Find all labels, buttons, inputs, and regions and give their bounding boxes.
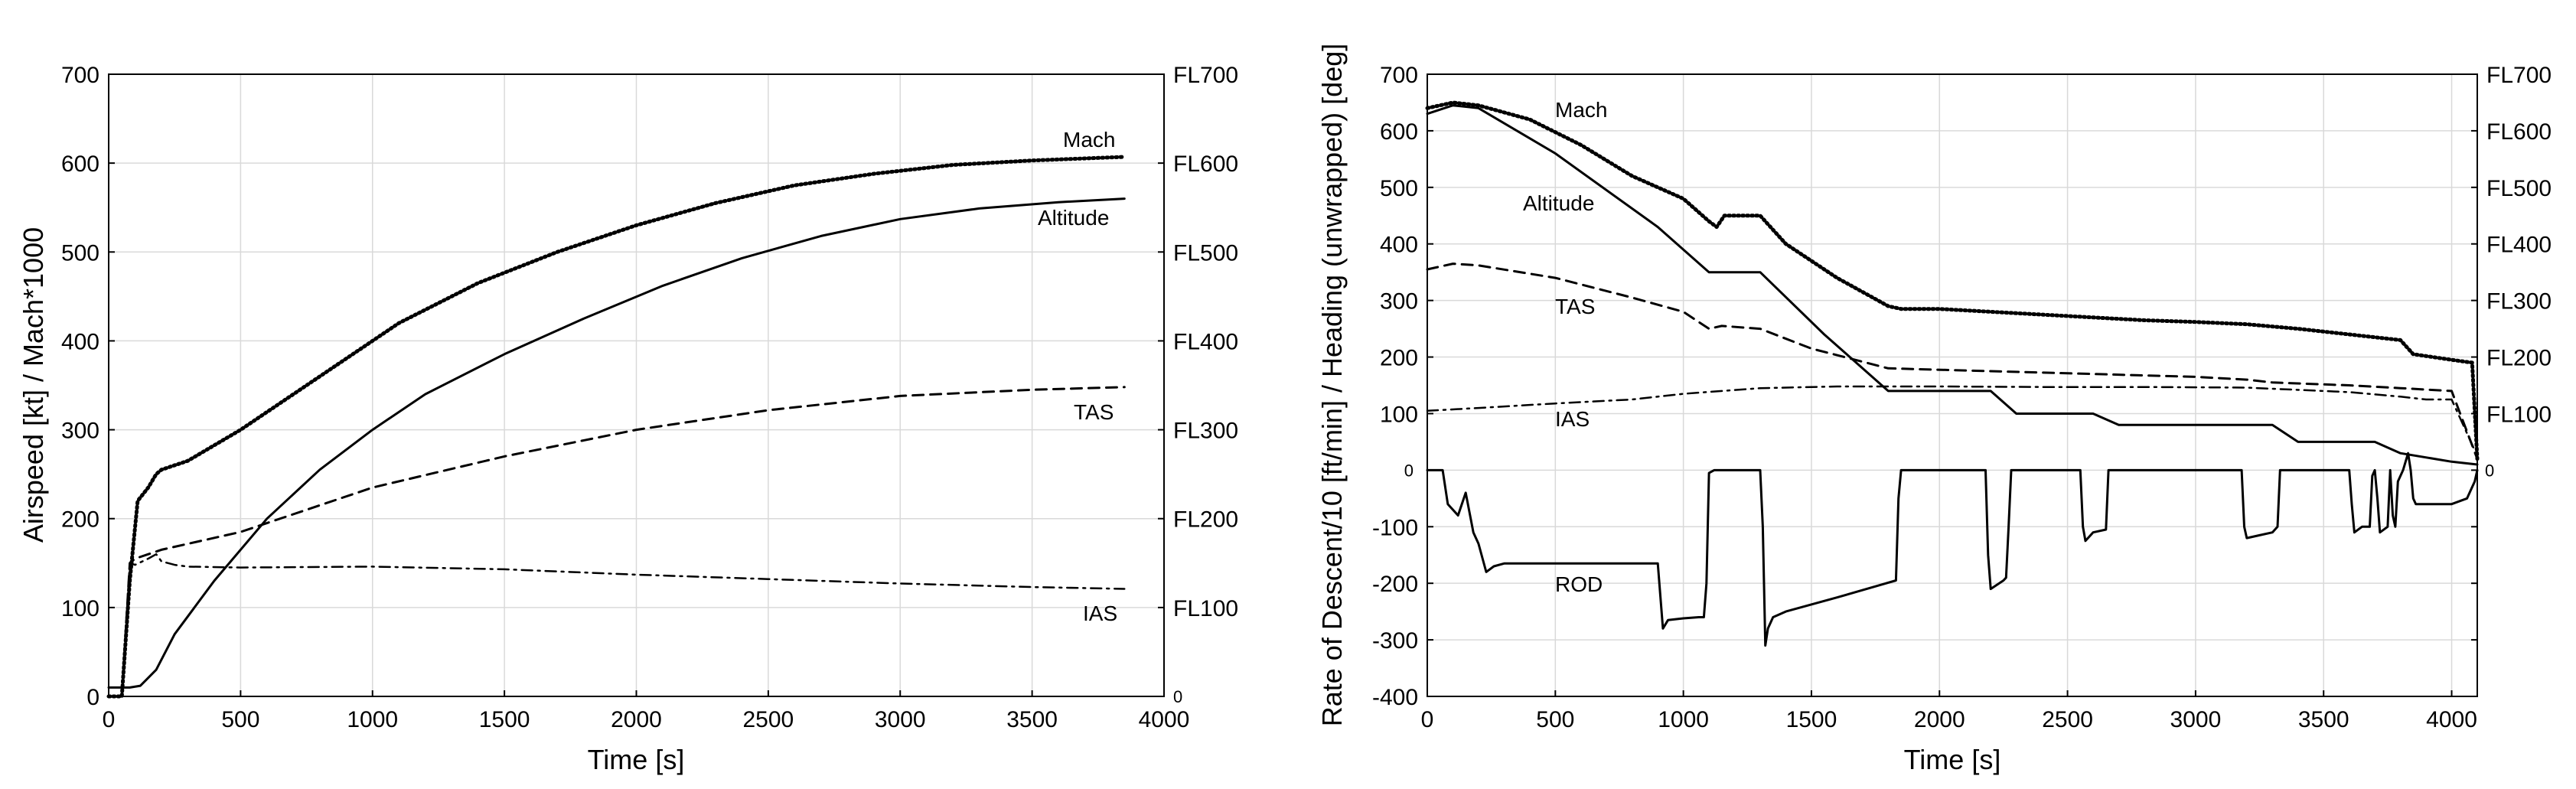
right-y-tick-label: -400 xyxy=(1372,685,1418,710)
right-rod-label: ROD xyxy=(1555,572,1603,596)
left-y-tick-label: 300 xyxy=(61,419,99,444)
right-altitude-label: Altitude xyxy=(1523,191,1594,215)
right-x-tick-label: 3000 xyxy=(2170,707,2222,732)
right-y-tick-label: -300 xyxy=(1372,628,1418,654)
left-y-tick-label: 500 xyxy=(61,240,99,266)
right-chart: 0 500 1000 1500 2000 2500 3000 3500 4000-400-300… xyxy=(1316,44,2552,775)
right-series-altitude xyxy=(1426,104,2479,466)
left-x-tick-label: 0 xyxy=(103,707,116,732)
left-series-altitude xyxy=(107,197,1126,689)
right-x-tick-label: 1500 xyxy=(1786,707,1837,732)
left-x-tick-label: 4000 xyxy=(1139,707,1190,732)
right-series-tas xyxy=(1426,262,2479,461)
left-y2-tick-label: FL100 xyxy=(1173,596,1238,621)
left-series-mach xyxy=(106,155,1127,699)
right-y-tick-label: 600 xyxy=(1380,119,1418,145)
left-x-tick-label: 3000 xyxy=(875,707,926,732)
right-y2-tick-label: FL400 xyxy=(2486,233,2552,258)
left-x-tick-label: 2000 xyxy=(611,707,662,732)
right-y2-tick-label: FL300 xyxy=(2486,289,2552,315)
right-series-rod xyxy=(1426,452,2479,647)
right-y2-tick-label: FL100 xyxy=(2486,402,2552,427)
right-y2-tick-label: FL500 xyxy=(2486,176,2552,201)
right-tas-label: TAS xyxy=(1555,295,1595,318)
left-x-axis-label: Time [s] xyxy=(588,744,685,775)
right-y2-tick-label: FL700 xyxy=(2486,63,2552,88)
left-y2-tick-label: 0 xyxy=(1173,687,1182,706)
left-mach-label: Mach xyxy=(1063,128,1115,152)
right-x-tick-label: 4000 xyxy=(2426,707,2477,732)
right-x-tick-label: 2500 xyxy=(2042,707,2093,732)
left-series-ias xyxy=(107,553,1126,698)
right-y-tick-label: 500 xyxy=(1380,176,1418,201)
left-x-tick-label: 500 xyxy=(221,707,259,732)
right-x-axis-label: Time [s] xyxy=(1904,744,2001,775)
right-y-tick-label: -200 xyxy=(1372,572,1418,597)
left-x-tick-label: 1500 xyxy=(479,707,530,732)
left-y2-tick-label: FL500 xyxy=(1173,240,1238,266)
left-chart: 0 500 1000 1500 2000 2500 3000 3500 400001002003… xyxy=(18,63,1238,775)
right-y-axis-label: Rate of Descent/10 [ft/min] / Heading (u… xyxy=(1316,44,1348,727)
left-y-tick-label: 100 xyxy=(61,596,99,621)
right-x-tick-label: 3500 xyxy=(2298,707,2349,732)
right-y-tick-label: 100 xyxy=(1380,402,1418,427)
right-x-tick-label: 2000 xyxy=(1914,707,1965,732)
left-y2-tick-label: FL400 xyxy=(1173,329,1238,354)
right-y2-zero-label: 0 xyxy=(2485,461,2494,480)
right-y-tick-label: 700 xyxy=(1380,63,1418,88)
right-y-tick-label: 0 xyxy=(1404,461,1414,480)
right-x-tick-label: 1000 xyxy=(1658,707,1709,732)
left-y-tick-label: 700 xyxy=(61,63,99,88)
left-x-tick-label: 2500 xyxy=(743,707,794,732)
right-x-tick-label: 0 xyxy=(1421,707,1434,732)
right-plot-frame xyxy=(1427,73,2478,697)
left-y-tick-label: 600 xyxy=(61,152,99,177)
right-series-mach xyxy=(1425,100,2480,461)
right-ias-label: IAS xyxy=(1555,407,1590,431)
left-x-tick-label: 3500 xyxy=(1006,707,1058,732)
right-mach-label: Mach xyxy=(1555,98,1607,122)
left-altitude-label: Altitude xyxy=(1038,206,1109,230)
right-y2-tick-label: FL600 xyxy=(2486,119,2552,145)
left-series-tas xyxy=(107,386,1126,698)
left-y-axis-label: Airspeed [kt] / Mach*1000 xyxy=(18,227,49,543)
left-y-tick-label: 0 xyxy=(86,685,99,710)
left-y2-tick-label: FL300 xyxy=(1173,419,1238,444)
right-y-tick-label: 400 xyxy=(1380,233,1418,258)
right-series-ias xyxy=(1426,385,2479,458)
right-y-tick-label: 200 xyxy=(1380,346,1418,371)
left-y2-tick-label: FL200 xyxy=(1173,507,1238,533)
right-y-tick-label: 300 xyxy=(1380,289,1418,315)
right-x-tick-label: 500 xyxy=(1536,707,1574,732)
left-tas-label: TAS xyxy=(1074,400,1114,424)
right-y2-tick-label: FL200 xyxy=(2486,346,2552,371)
left-y2-tick-label: FL700 xyxy=(1173,63,1238,88)
left-ias-label: IAS xyxy=(1083,602,1117,625)
left-y2-tick-label: FL600 xyxy=(1173,152,1238,177)
left-y-tick-label: 200 xyxy=(61,507,99,533)
left-y-tick-label: 400 xyxy=(61,329,99,354)
right-y-tick-label: -100 xyxy=(1372,515,1418,540)
left-x-tick-label: 1000 xyxy=(347,707,398,732)
